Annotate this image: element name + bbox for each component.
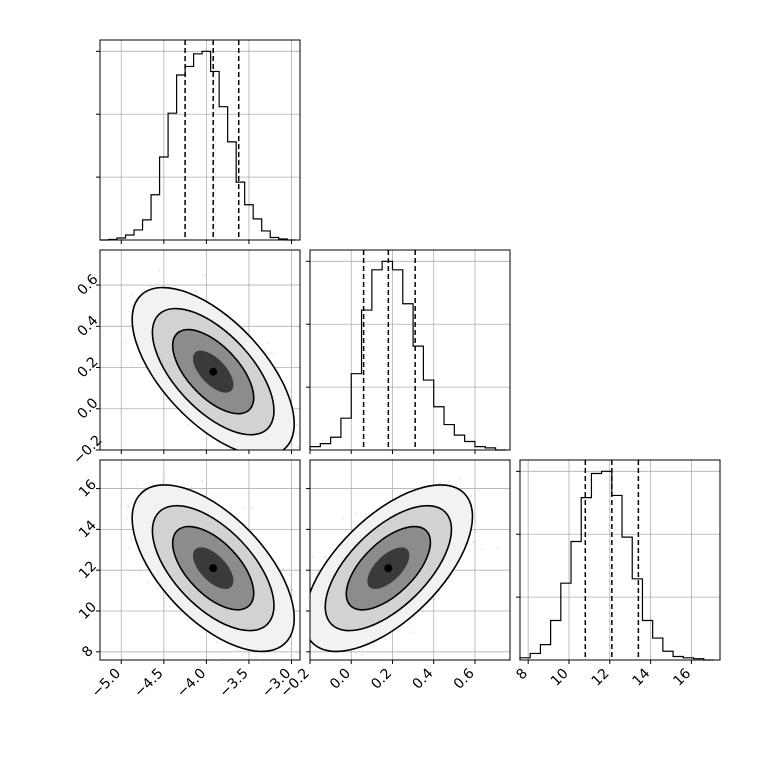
x-tick-label: 0.6 — [451, 665, 478, 692]
x-tick-label: −3.5 — [216, 666, 251, 701]
y-tick-label: 0.6 — [74, 271, 101, 298]
x-tick-label: −5.0 — [89, 666, 124, 701]
y-tick-label: 0.2 — [74, 354, 101, 381]
contour-line-1 — [345, 525, 432, 611]
panel-frame — [99, 459, 301, 661]
contour-line-1 — [171, 525, 255, 611]
joint-panel-p1-p2: −0.2 0.0 0.2 0.4 0.6 — [277, 459, 511, 701]
contour-line-2 — [151, 504, 275, 632]
y-tick-label: 8 — [79, 643, 97, 661]
x-tick-label: 16 — [670, 665, 694, 689]
contour-line-3 — [131, 484, 296, 653]
joint-content — [310, 477, 499, 656]
contour-line-3 — [131, 286, 296, 450]
panel-frame — [99, 39, 301, 241]
x-tick-label: 0.0 — [327, 666, 354, 693]
joint-content — [126, 477, 299, 660]
histogram-steps — [309, 260, 506, 451]
contour-line-1 — [171, 328, 255, 415]
y-tick-label: 0.0 — [74, 395, 101, 422]
panel-frame — [309, 459, 511, 661]
x-tick-label: −4.0 — [174, 666, 209, 701]
histogram-panel-p1 — [306, 249, 511, 454]
y-tick-label: 14 — [76, 517, 100, 541]
joint-panel-p0-p1: −0.20.00.20.40.6 — [70, 249, 301, 468]
panel-frame — [309, 249, 511, 451]
histogram-steps — [519, 470, 714, 661]
x-tick-label: 8 — [513, 666, 531, 684]
x-tick-label: 10 — [548, 666, 572, 690]
x-tick-label: 14 — [630, 665, 654, 689]
y-tick-label: 16 — [76, 477, 100, 501]
density-peak — [209, 367, 218, 376]
histogram-steps — [100, 50, 296, 241]
histogram-panel-p0 — [96, 39, 301, 244]
x-tick-label: 0.4 — [409, 665, 436, 692]
density-peak — [384, 564, 393, 573]
x-tick-label: 12 — [589, 666, 613, 690]
contour-line-2 — [151, 307, 275, 436]
y-tick-label: 12 — [76, 558, 100, 582]
density-peak — [209, 564, 218, 573]
x-tick-label: −4.5 — [131, 666, 166, 701]
panel-frame — [519, 459, 721, 661]
contour-line-3 — [310, 484, 474, 653]
y-tick-label: 10 — [76, 599, 100, 623]
y-tick-label: 0.4 — [74, 313, 101, 340]
joint-content — [102, 269, 300, 450]
panel-frame — [99, 249, 301, 451]
contour-line-2 — [324, 504, 453, 632]
histogram-panel-p2: 8 10 12 14 16 — [513, 459, 721, 690]
x-tick-label: 0.2 — [368, 666, 395, 693]
